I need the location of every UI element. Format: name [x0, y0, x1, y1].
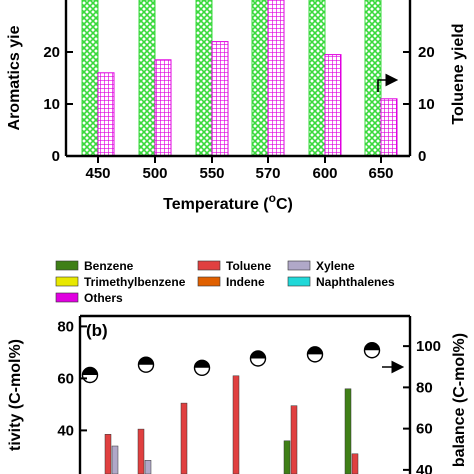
- legend-swatch-others: [55, 292, 79, 303]
- chart-a-y2label: Toluene yield: [450, 23, 467, 124]
- chart-b-bar-toluene-570: [232, 375, 240, 474]
- chart-a-ytick-label: 10: [43, 96, 60, 113]
- legend-label-benzene: Benzene: [84, 259, 134, 273]
- chart-a-bar-aromatics-570: [251, 0, 269, 157]
- chart-a-ylabel: Aromatics yie: [6, 25, 23, 130]
- chart-b-y2label: balance (C-mol%): [451, 333, 468, 467]
- legend-swatch-indene: [197, 276, 221, 287]
- legend-label-indene: Indene: [226, 275, 265, 289]
- chart-b-carbon-balance-marker: [306, 346, 324, 363]
- chart-a-y2tick-label: 20: [418, 44, 435, 61]
- chart-a-ticks: 0 10 20 0 10 20 450 500 550 570 600 650: [43, 44, 434, 182]
- chart-b-carbon-balance-marker: [81, 366, 99, 384]
- chart-b-bar-toluene-650: [351, 453, 359, 474]
- chart-a-ytick-label: 0: [52, 148, 60, 165]
- chart-b-y2tick-label: 40: [416, 462, 433, 474]
- chart-a-bar-toluene-550: [211, 41, 229, 157]
- chart-a-xtick-label: 570: [255, 165, 280, 182]
- legend-label-toluene: Toluene: [226, 259, 271, 273]
- chart-b-y2tick-label: 100: [416, 338, 441, 355]
- chart-a-xtick-label: 500: [142, 165, 167, 182]
- chart-b-ytick-label: 60: [57, 370, 74, 387]
- chart-a-bar-toluene-450: [97, 72, 115, 157]
- chart-b-panel-label: (b): [86, 321, 108, 340]
- chart-b-bar-benzene-650: [344, 388, 352, 474]
- chart-b-legend: Benzene Toluene Xylene Trimethylbenzene Inde…: [55, 259, 395, 305]
- chart-a-bar-toluene-500: [154, 59, 172, 157]
- chart-b-bar-toluene-550: [180, 402, 188, 474]
- chart-a-bar-aromatics-600: [308, 0, 326, 157]
- chart-b-ticks: 40 60 80 40 60 80 100: [57, 318, 441, 474]
- chart-a-bar-aromatics-500: [138, 0, 156, 157]
- chart-b-bar-benzene-600: [283, 440, 291, 474]
- legend-swatch-benzene: [55, 260, 79, 271]
- chart-b-balance-markers: [81, 342, 381, 384]
- chart-a-xtick-label: 450: [85, 165, 110, 182]
- chart-a-bar-toluene-650: [380, 98, 398, 157]
- legend-swatch-trimethylbenzene: [55, 276, 79, 287]
- chart-b-ytick-label: 80: [57, 318, 74, 335]
- chart-a: 0 10 20 0 10 20 450 500 550 570 600 650 Aromatics y…: [6, 0, 467, 213]
- legend-label-naphthalenes: Naphthalenes: [316, 275, 395, 289]
- chart-a-xtick-label: 550: [199, 165, 224, 182]
- chart-a-bars: [81, 0, 398, 157]
- legend-label-others: Others: [84, 291, 123, 305]
- chart-a-xtick-label: 600: [312, 165, 337, 182]
- chart-b-bar-toluene-450: [104, 434, 112, 474]
- legend-label-xylene: Xylene: [316, 259, 355, 273]
- chart-b-y2tick-label: 60: [416, 421, 433, 438]
- legend-label-trimethylbenzene: Trimethylbenzene: [84, 275, 186, 289]
- chart-b-bar-toluene-500: [137, 428, 145, 474]
- legend-swatch-xylene: [287, 260, 311, 271]
- chart-b-bar-xylene-500: [144, 460, 152, 474]
- chart-b-bars: [104, 375, 359, 474]
- chart-b: Benzene Toluene Xylene Trimethylbenzene Inde…: [7, 259, 468, 474]
- chart-a-bar-toluene-600: [324, 54, 342, 157]
- chart-b-y2tick-label: 80: [416, 379, 433, 396]
- chart-a-y2tick-label: 0: [418, 148, 426, 165]
- chart-a-ytick-label: 20: [43, 44, 60, 61]
- chart-a-y2tick-label: 10: [418, 96, 435, 113]
- chart-a-bar-aromatics-550: [195, 0, 213, 157]
- chart-b-bar-toluene-600: [290, 405, 298, 474]
- chart-a-bar-toluene-570: [267, 0, 285, 157]
- chart-a-xlabel: Temperature (oC): [163, 191, 293, 213]
- chart-b-ylabel: tivity (C-mol%): [7, 339, 24, 451]
- chart-b-carbon-balance-marker: [137, 356, 155, 373]
- chart-b-carbon-balance-marker: [363, 342, 381, 359]
- chart-b-carbon-balance-marker: [249, 350, 267, 367]
- legend-swatch-naphthalenes: [287, 276, 311, 287]
- chart-a-bar-aromatics-650: [364, 0, 382, 157]
- chart-b-bar-xylene-450: [111, 445, 119, 474]
- chart-b-carbon-balance-marker: [193, 359, 211, 376]
- chart-a-arrow-annotation: [377, 73, 399, 92]
- chart-a-bar-aromatics-450: [81, 0, 99, 157]
- chart-b-ytick-label: 40: [57, 422, 74, 439]
- legend-swatch-toluene: [197, 260, 221, 271]
- chart-a-xtick-label: 650: [368, 165, 393, 182]
